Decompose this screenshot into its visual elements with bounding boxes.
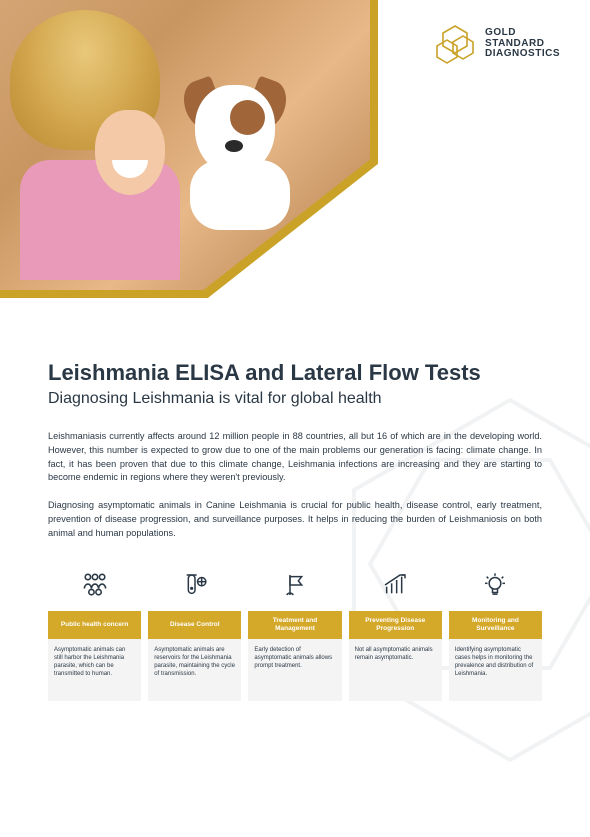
chart-icon <box>377 567 413 603</box>
card-public-health: Public health concern Asymptomatic anima… <box>48 567 141 701</box>
card-body: Early detection of asymptomatic animals … <box>248 639 341 701</box>
card-header: Public health concern <box>48 611 141 639</box>
card-body: Identifying asymptomatic cases helps in … <box>449 639 542 701</box>
card-header: Disease Control <box>148 611 241 639</box>
bulb-icon <box>477 567 513 603</box>
flag-icon <box>277 567 313 603</box>
card-header: Monitoring and Surveillance <box>449 611 542 639</box>
people-icon <box>77 567 113 603</box>
card-body: Not all asymptomatic animals remain asym… <box>349 639 442 701</box>
card-body: Asymptomatic animals are reservoirs for … <box>148 639 241 701</box>
brand-logo: GOLD STANDARD DIAGNOSTICS <box>433 22 560 66</box>
hero-image <box>0 0 370 290</box>
benefit-cards-row: Public health concern Asymptomatic anima… <box>48 567 542 701</box>
card-monitoring: Monitoring and Surveillance Identifying … <box>449 567 542 701</box>
intro-paragraph-2: Diagnosing asymptomatic animals in Canin… <box>48 499 542 540</box>
page-subtitle: Diagnosing Leishmania is vital for globa… <box>48 390 542 408</box>
card-disease-control: Disease Control Asymptomatic animals are… <box>148 567 241 701</box>
card-preventing: Preventing Disease Progression Not all a… <box>349 567 442 701</box>
card-header: Preventing Disease Progression <box>349 611 442 639</box>
testtube-icon <box>177 567 213 603</box>
card-body: Asymptomatic animals can still harbor th… <box>48 639 141 701</box>
card-treatment: Treatment and Management Early detection… <box>248 567 341 701</box>
page-title: Leishmania ELISA and Lateral Flow Tests <box>48 360 542 386</box>
intro-paragraph-1: Leishmaniasis currently affects around 1… <box>48 430 542 485</box>
card-header: Treatment and Management <box>248 611 341 639</box>
logo-hex-icon <box>433 22 477 66</box>
main-content: Leishmania ELISA and Lateral Flow Tests … <box>48 360 542 701</box>
logo-line3: DIAGNOSTICS <box>485 49 560 60</box>
